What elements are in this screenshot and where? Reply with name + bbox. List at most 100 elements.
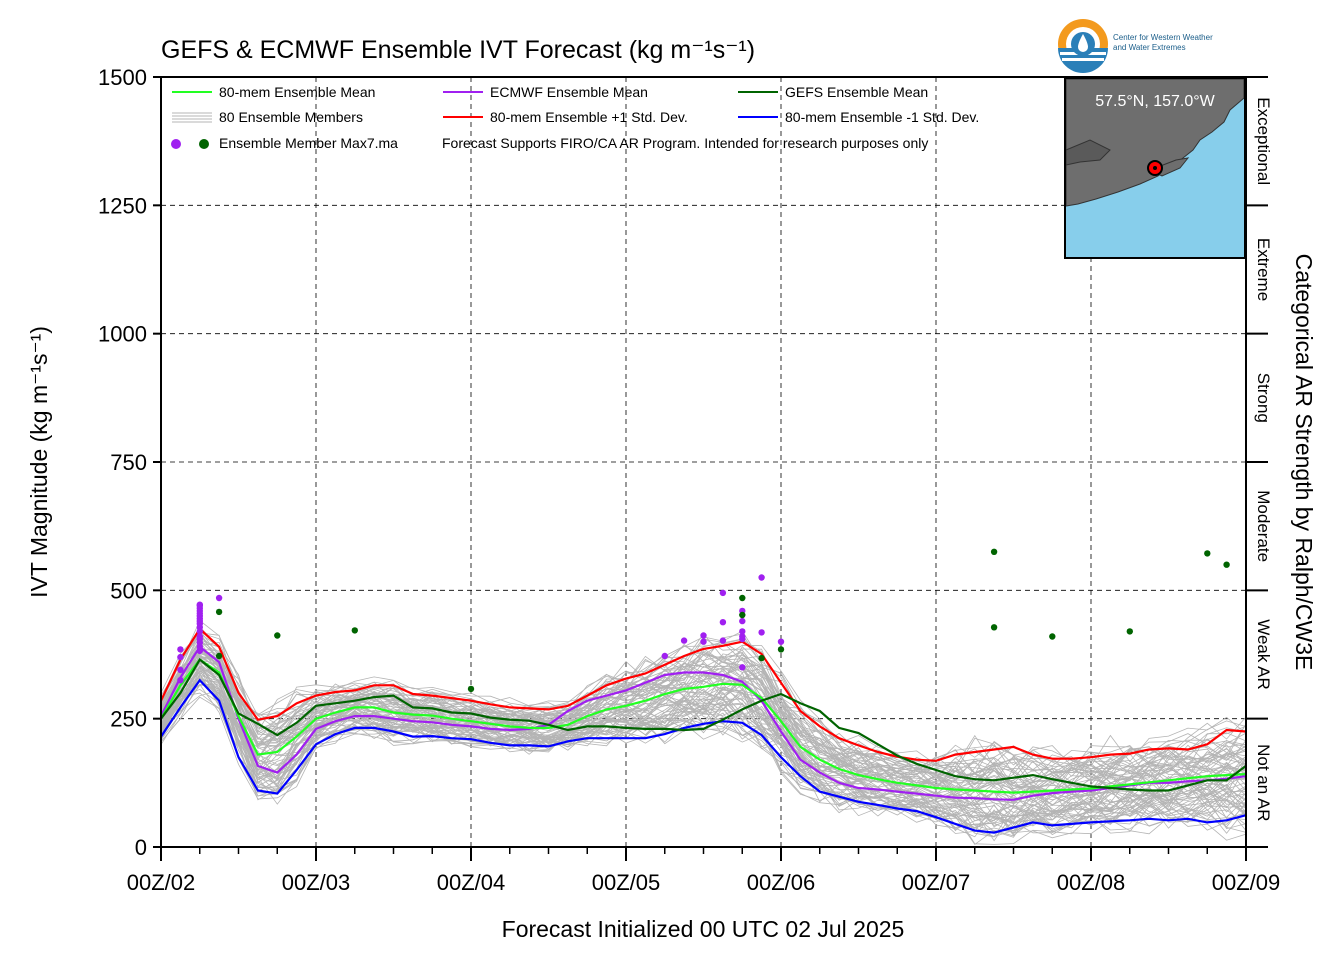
y-tick-label: 0 <box>135 835 147 860</box>
x-tick-label: 00Z/07 <box>902 870 971 895</box>
legend-label-ensemble-mean: 80-mem Ensemble Mean <box>219 84 375 100</box>
gefs-max-point <box>215 652 223 660</box>
ecmwf-max-point <box>739 633 746 640</box>
member-max-points <box>177 548 1230 693</box>
gefs-max-point <box>1049 633 1056 640</box>
ensemble-member-line <box>160 654 1247 798</box>
ar-category-label: Moderate <box>1254 490 1273 562</box>
y-tick-label: 750 <box>110 450 147 475</box>
ensemble-member-line <box>160 670 1247 838</box>
legend-label-member-max: Ensemble Member Max7.ma <box>219 135 398 151</box>
gefs-max-point <box>758 654 765 662</box>
ecmwf-max-point <box>719 589 727 597</box>
logo-text-line2: and Water Extremes <box>1113 43 1186 52</box>
y-tick-label: 1000 <box>98 322 147 347</box>
ecmwf-max-point <box>758 629 765 636</box>
gefs-max-point <box>274 632 281 639</box>
ar-category-label: Weak AR <box>1254 619 1273 690</box>
x-tick-label: 00Z/08 <box>1057 870 1126 895</box>
series-line-80-mem-ensemble-1-std-dev <box>160 678 1247 834</box>
ecmwf-max-point <box>215 594 223 602</box>
ensemble-member-line <box>160 665 1247 826</box>
right-axis-label: Categorical AR Strength by Ralph/CW3E <box>1291 254 1317 671</box>
cw3e-logo: Center for Western Weather and Water Ext… <box>1058 19 1213 73</box>
gefs-max-point <box>990 548 998 555</box>
gefs-max-point <box>990 624 998 631</box>
legend-label-members: 80 Ensemble Members <box>219 109 363 125</box>
ensemble-member-line <box>160 666 1247 805</box>
series-line-80-mem-ensemble-1-std-dev <box>160 627 1247 762</box>
legend-dot-gefs-max <box>199 139 209 149</box>
ensemble-member-line <box>160 632 1247 771</box>
gefs-max-point <box>739 594 746 602</box>
ar-category-label: Extreme <box>1254 238 1273 301</box>
legend-dot-ecmwf-max <box>171 139 181 149</box>
ecmwf-max-point <box>739 617 746 625</box>
ar-category-label: Exceptional <box>1254 97 1273 185</box>
legend-note: Forecast Supports FIRO/CA AR Program. In… <box>442 135 928 151</box>
legend: 80-mem Ensemble Mean ECMWF Ensemble Mean… <box>171 84 979 151</box>
gefs-max-point <box>777 646 785 653</box>
y-tick-label: 1250 <box>98 193 147 218</box>
series-line-ecmwf-ensemble-mean <box>160 645 1247 801</box>
ensemble-member-line <box>160 645 1247 794</box>
x-tick-label: 00Z/06 <box>747 870 816 895</box>
axis-ticks: 0 250 500 750 1000 1250 1500 00Z/02 00Z/03 00Z/04… <box>98 65 1280 895</box>
ar-category-label: Strong <box>1254 373 1273 423</box>
ecmwf-max-point <box>177 677 184 684</box>
x-tick-label: 00Z/04 <box>437 870 506 895</box>
x-tick-label: 00Z/09 <box>1212 870 1281 895</box>
y-tick-label: 500 <box>110 578 147 603</box>
legend-swatch-members <box>172 112 212 123</box>
ecmwf-max-point <box>177 666 184 674</box>
ecmwf-max-point <box>661 652 668 660</box>
gefs-max-point <box>739 611 746 619</box>
ecmwf-max-point <box>196 633 203 640</box>
ensemble-member-line <box>160 656 1247 802</box>
ecmwf-max-point <box>739 628 746 635</box>
legend-label-ecmwf-mean: ECMWF Ensemble Mean <box>490 84 648 100</box>
ecmwf-max-point <box>196 601 203 608</box>
legend-label-plus-std: 80-mem Ensemble +1 Std. Dev. <box>490 109 688 125</box>
x-tick-label: 00Z/02 <box>127 870 196 895</box>
cw3e-logo-icon <box>1058 19 1108 73</box>
ecmwf-max-point <box>177 646 184 653</box>
x-axis-label: Forecast Initialized 00 UTC 02 Jul 2025 <box>502 916 905 942</box>
ecmwf-max-point <box>719 637 727 644</box>
ensemble-member-line <box>160 683 1247 845</box>
ar-category-label: Not an AR <box>1254 744 1273 822</box>
ecmwf-max-point <box>758 574 765 581</box>
ecmwf-max-point <box>700 632 707 639</box>
chart-title: GEFS & ECMWF Ensemble IVT Forecast (kg m… <box>161 36 755 64</box>
series-lines <box>160 627 1247 834</box>
logo-text-line1: Center for Western Weather <box>1113 33 1213 42</box>
y-tick-label: 1500 <box>98 65 147 90</box>
x-tick-label: 00Z/03 <box>282 870 351 895</box>
inset-map: 57.5°N, 157.0°W <box>1064 77 1246 259</box>
ecmwf-max-point <box>777 638 785 645</box>
ensemble-member-line <box>160 672 1247 842</box>
gefs-max-point <box>1126 628 1134 635</box>
series-line-80-mem-ensemble-mean <box>160 658 1247 794</box>
ecmwf-max-point <box>739 664 746 671</box>
x-tick-label: 00Z/05 <box>592 870 661 895</box>
gefs-max-point <box>1204 550 1211 557</box>
y-axis-label: IVT Magnitude (kg m⁻¹s⁻¹) <box>26 326 52 598</box>
ecmwf-max-point <box>719 619 727 626</box>
ar-category-labels: Not an AR Weak AR Moderate Strong Extreme Exc… <box>1254 97 1273 821</box>
gefs-max-point <box>467 685 475 693</box>
ecmwf-max-point <box>177 653 184 661</box>
gefs-max-point <box>351 627 358 634</box>
legend-label-gefs-mean: GEFS Ensemble Mean <box>785 84 928 100</box>
gefs-max-point <box>215 608 223 616</box>
legend-label-minus-std: 80-mem Ensemble -1 Std. Dev. <box>785 109 979 125</box>
ecmwf-max-point <box>700 638 707 645</box>
ensemble-member-lines <box>160 619 1247 845</box>
series-line-gefs-ensemble-mean <box>160 657 1247 792</box>
y-tick-label: 250 <box>110 707 147 732</box>
ensemble-member-line <box>160 667 1247 812</box>
inset-map-label: 57.5°N, 157.0°W <box>1095 93 1215 110</box>
ecmwf-max-point <box>680 637 688 644</box>
gefs-max-point <box>1223 561 1230 568</box>
